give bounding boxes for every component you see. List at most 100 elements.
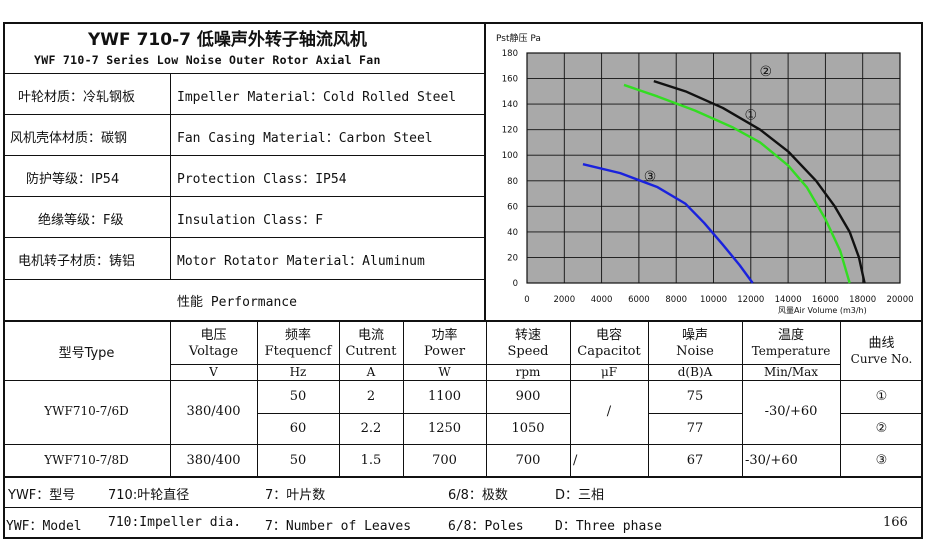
page-number: 166 [883,515,908,530]
x-tick-label: 14000 [775,295,802,305]
spec-insulation-en: Insulation Class：F [177,213,324,228]
type-header: 型号Type [58,346,115,361]
capacitor-header-cn: 电容 [595,328,622,343]
y-tick-label: 20 [507,253,518,263]
performance-chart: 0 2000 4000 6000 8000 10000 12000 14000 16000 180… [486,24,921,320]
voltage-unit: V [209,365,218,379]
footer-legend-en: 710:Impeller dia. [108,515,242,530]
frequency-cell: 60 [289,421,307,436]
table-unit-divider [170,364,840,365]
table-subrow-divider [840,413,923,414]
x-tick-label: 0 [524,295,529,305]
y-tick-label: 60 [507,202,518,212]
spec-rotator-en: Motor Rotator Material：Aluminum [177,254,425,269]
datasheet-frame [3,22,923,539]
col-divider [648,320,649,476]
noise-header-en: Noise [676,344,714,359]
spec-protection-en: Protection Class：IP54 [177,172,347,187]
curve-header-en: Curve No. [850,352,913,366]
footer-legend-en: 6/8：Poles [448,519,524,534]
voltage-header-cn: 电压 [200,328,227,343]
frequency-unit: Hz [289,365,307,379]
y-tick-label: 120 [502,126,518,136]
spec-protection-cn: 防护等级：IP54 [26,172,120,187]
curve-cell: ① [875,389,888,404]
temperature-header-en: Temperature [751,344,831,358]
x-tick-label: 4000 [591,295,613,305]
title-en: YWF 710-7 Series Low Noise Outer Rotor A… [34,53,381,67]
series-label: ② [759,64,772,80]
y-tick-label: 40 [507,228,518,238]
noise-unit: d(B)A [677,365,713,379]
capacitor-cell: / [573,453,578,468]
x-tick-label: 16000 [812,295,839,305]
horizontal-divider [3,237,484,238]
y-tick-label: 180 [502,49,518,59]
capacitor-header-en: Capacitot [577,344,641,359]
x-tick-label: 10000 [700,295,727,305]
table-top-border [3,320,923,322]
capacitor-unit: μF [600,365,618,379]
footer-legend-cn: YWF：型号 [8,488,76,503]
spec-rotator-cn: 电机转子材质：铸铝 [18,254,136,269]
footer-legend-cn: 710:叶轮直径 [108,488,190,503]
frequency-cell: 50 [289,389,307,404]
curve-cell: ② [875,421,888,436]
spec-impeller-cn: 叶轮材质：冷轧钢板 [18,90,136,105]
performance-chart-svg: 0 2000 4000 6000 8000 10000 12000 14000 16000 180… [496,32,914,315]
horizontal-divider [3,155,484,156]
col-divider [257,320,258,476]
y-tick-label: 140 [502,100,518,110]
power-cell: 1250 [427,421,462,436]
horizontal-divider [3,73,484,74]
table-row-divider [3,444,923,445]
speed-cell: 700 [515,453,541,468]
y-tick-label: 80 [507,177,518,187]
table-header-bottom [3,380,923,381]
series-label: ③ [644,169,657,185]
frequency-header-en: Ftequencf [264,344,332,359]
horizontal-divider [3,196,484,197]
frequency-header-cn: 频率 [284,328,311,343]
footer-legend-en: 7：Number of Leaves [265,519,412,534]
spec-impeller-en: Impeller Material：Cold Rolled Steel [177,90,457,105]
noise-cell: 77 [686,421,704,436]
current-cell: 1.5 [360,453,382,468]
x-tick-label: 18000 [849,295,876,305]
col-divider [339,320,340,476]
power-header-cn: 功率 [431,328,458,343]
horizontal-divider [3,279,484,280]
curve-cell: ③ [875,453,888,468]
spec-casing-cn: 风机壳体材质：碳钢 [10,131,128,146]
spec-casing-en: Fan Casing Material：Carbon Steel [177,131,433,146]
curve-header-cn: 曲线 [868,336,895,351]
temperature-unit: Min/Max [763,365,819,379]
horizontal-divider [3,114,484,115]
voltage-cell: 380/400 [186,453,241,468]
y-tick-label: 160 [502,75,518,85]
col-divider [170,320,171,476]
speed-cell: 1050 [511,421,545,436]
temperature-header-cn: 温度 [777,328,804,343]
voltage-cell: 380/400 [186,404,241,419]
footer-legend-cn: 6/8：极数 [448,488,508,503]
series-line [623,83,851,284]
performance-label: 性能 Performance [177,295,297,310]
footer-divider [3,507,923,508]
current-header-cn: 电流 [357,328,384,343]
footer-legend-en: YWF：Model [6,519,82,534]
title-cn: YWF 710-7 低噪声外转子轴流风机 [88,30,367,50]
x-tick-label: 8000 [665,295,687,305]
power-cell: 1100 [427,389,462,404]
model-cell: YWF710-7/8D [44,453,129,467]
col-divider [570,320,571,476]
x-tick-label: 12000 [737,295,764,305]
power-cell: 700 [432,453,457,468]
y-axis-label: Pst静压 Pa [496,32,541,44]
y-tick-label: 100 [502,151,518,161]
current-cell: 2.2 [360,421,382,436]
x-tick-label: 20000 [886,295,913,305]
col-divider [486,320,487,476]
x-tick-label: 6000 [628,295,650,305]
table-bottom-border [3,476,923,478]
